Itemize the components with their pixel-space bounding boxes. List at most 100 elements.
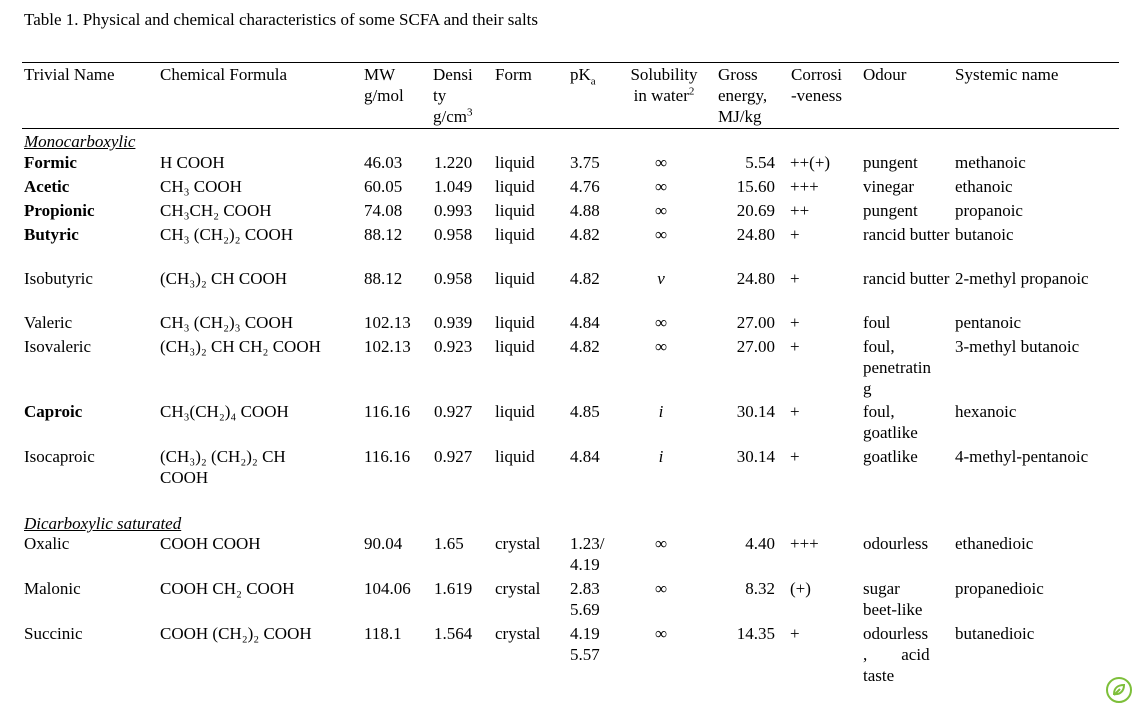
cell-odour: rancid butter — [863, 269, 950, 288]
cell-trivial-name: Butyric — [24, 225, 79, 244]
cell-pka: 4.82 — [570, 269, 600, 288]
leaf-logo-icon — [1106, 677, 1132, 703]
cell-gross-energy: 30.14 — [736, 447, 775, 466]
cell-solubility: ∞ — [654, 534, 668, 553]
cell-pka: 4.19 5.57 — [570, 624, 600, 664]
cell-form: liquid — [495, 201, 535, 220]
header-corrosiveness: Corrosi -veness — [791, 65, 842, 105]
cell-gross-energy: 24.80 — [736, 269, 775, 288]
cell-chemical-formula: COOH CH₂ COOH — [160, 579, 295, 598]
cell-trivial-name: Malonic — [24, 579, 81, 598]
cell-density: 1.564 — [434, 624, 473, 643]
cell-solubility: ∞ — [654, 624, 668, 643]
cell-trivial-name: Formic — [24, 153, 77, 172]
cell-corrosiveness: + — [790, 402, 800, 421]
cell-trivial-name: Succinic — [24, 624, 83, 643]
cell-form: liquid — [495, 225, 535, 244]
cell-pka: 4.84 — [570, 447, 600, 466]
cell-mw: 118.1 — [364, 624, 402, 643]
header-rule — [22, 128, 1119, 129]
cell-odour: foul, penetratin g — [863, 337, 931, 398]
cell-chemical-formula: (CH₃)₂ (CH₂)₂ CH COOH — [160, 447, 286, 487]
cell-solubility: ∞ — [654, 579, 668, 598]
cell-chemical-formula: (CH₃)₂ CH CH₂ COOH — [160, 337, 321, 356]
cell-mw: 102.13 — [364, 313, 411, 332]
cell-gross-energy: 14.35 — [736, 624, 775, 643]
cell-solubility: ∞ — [654, 201, 668, 220]
cell-form: crystal — [495, 534, 541, 553]
header-trivial-name: Trivial Name — [24, 65, 115, 84]
cell-chemical-formula: CH₃CH₂ COOH — [160, 201, 272, 220]
cell-chemical-formula: H COOH — [160, 153, 225, 172]
cell-solubility: ∞ — [654, 337, 668, 356]
cell-systemic-name: propanedioic — [955, 579, 1044, 598]
cell-density: 0.927 — [434, 402, 473, 421]
header-form: Form — [495, 65, 532, 84]
table-caption: Table 1. Physical and chemical character… — [24, 10, 539, 29]
cell-density: 0.939 — [434, 313, 473, 332]
cell-odour: sugar beet-like — [863, 579, 923, 619]
cell-gross-energy: 4.40 — [745, 534, 775, 553]
cell-density: 1.220 — [434, 153, 473, 172]
cell-odour: odourless, acid taste — [863, 624, 930, 685]
cell-mw: 74.08 — [364, 201, 403, 220]
cell-trivial-name: Valeric — [24, 313, 73, 332]
cell-trivial-name: Isobutyric — [24, 269, 93, 288]
cell-corrosiveness: ++ — [790, 201, 810, 220]
cell-chemical-formula: CH₃ COOH — [160, 177, 242, 196]
cell-density: 0.927 — [434, 447, 473, 466]
cell-odour: goatlike — [863, 447, 918, 466]
cell-gross-energy: 15.60 — [736, 177, 775, 196]
cell-corrosiveness: + — [790, 447, 800, 466]
cell-corrosiveness: ++(+) — [790, 153, 831, 172]
cell-systemic-name: 3-methyl butanoic — [955, 337, 1080, 356]
cell-form: liquid — [495, 177, 535, 196]
cell-odour: pungent — [863, 201, 918, 220]
cell-odour: foul — [863, 313, 891, 332]
header-chemical-formula: Chemical Formula — [160, 65, 288, 84]
cell-pka: 4.88 — [570, 201, 600, 220]
cell-mw: 102.13 — [364, 337, 411, 356]
cell-form: liquid — [495, 337, 535, 356]
cell-form: crystal — [495, 624, 541, 643]
cell-systemic-name: butanoic — [955, 225, 1014, 244]
cell-mw: 116.16 — [364, 447, 411, 466]
cell-gross-energy: 20.69 — [736, 201, 775, 220]
cell-mw: 116.16 — [364, 402, 411, 421]
header-density: Densi ty g/cm3 — [433, 65, 473, 126]
cell-pka: 4.76 — [570, 177, 600, 196]
cell-mw: 104.06 — [364, 579, 411, 598]
cell-trivial-name: Isocaproic — [24, 447, 95, 466]
cell-mw: 60.05 — [364, 177, 403, 196]
cell-mw: 46.03 — [364, 153, 403, 172]
cell-systemic-name: hexanoic — [955, 402, 1017, 421]
header-odour: Odour — [863, 65, 907, 84]
cell-density: 1.65 — [434, 534, 464, 553]
cell-odour: odourless — [863, 534, 929, 553]
cell-corrosiveness: + — [790, 337, 800, 356]
cell-gross-energy: 30.14 — [736, 402, 775, 421]
group-dicarboxylic: Dicarboxylic saturated — [24, 514, 182, 533]
cell-form: liquid — [495, 402, 535, 421]
group-monocarboxylic: Monocarboxylic — [24, 132, 136, 151]
cell-solubility: i — [658, 402, 664, 421]
cell-chemical-formula: COOH COOH — [160, 534, 261, 553]
cell-trivial-name: Acetic — [24, 177, 70, 196]
cell-chemical-formula: CH₃ (CH₂)₃ COOH — [160, 313, 294, 332]
cell-form: crystal — [495, 579, 541, 598]
cell-corrosiveness: + — [790, 269, 800, 288]
cell-systemic-name: methanoic — [955, 153, 1026, 172]
cell-solubility: v — [657, 269, 665, 288]
cell-corrosiveness: + — [790, 313, 800, 332]
cell-form: liquid — [495, 313, 535, 332]
cell-trivial-name: Oxalic — [24, 534, 70, 553]
header-systemic-name: Systemic name — [955, 65, 1059, 84]
cell-solubility: ∞ — [654, 225, 668, 244]
cell-form: liquid — [495, 153, 535, 172]
cell-chemical-formula: (CH₃)₂ CH COOH — [160, 269, 288, 288]
cell-pka: 1.23/4.19 — [570, 534, 605, 574]
cell-density: 0.958 — [434, 269, 473, 288]
cell-systemic-name: ethanoic — [955, 177, 1013, 196]
cell-solubility: ∞ — [654, 153, 668, 172]
cell-density: 0.958 — [434, 225, 473, 244]
